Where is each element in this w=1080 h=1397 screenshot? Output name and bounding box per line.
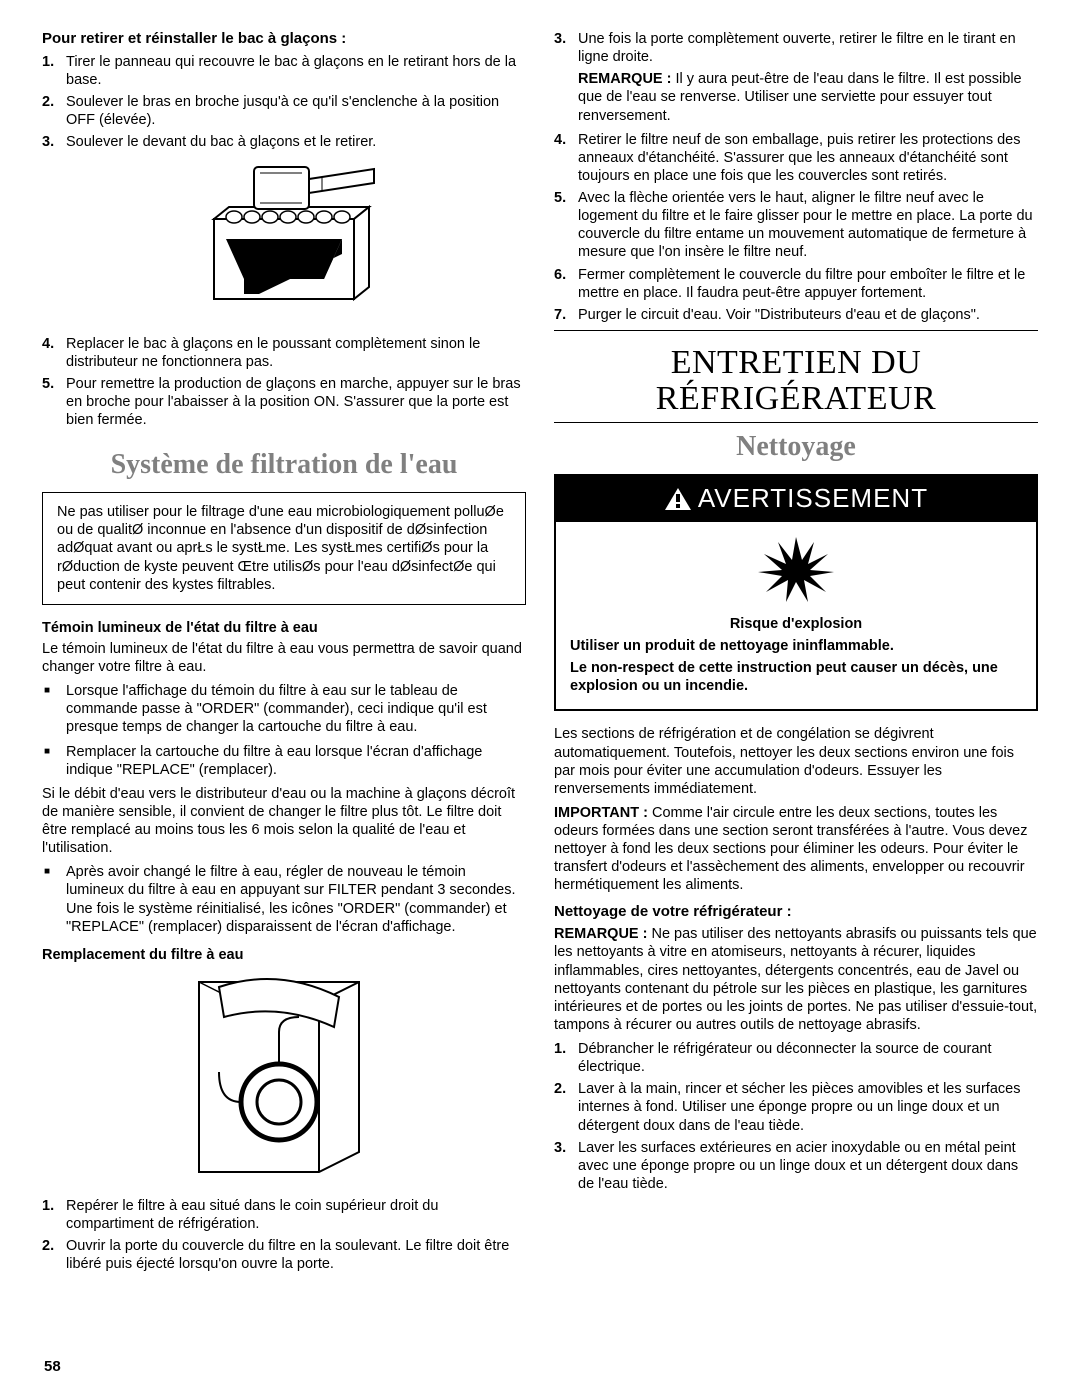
divider [554,330,1038,331]
step: Tirer le panneau qui recouvre le bac à g… [42,53,526,89]
bullet: Remplacer la cartouche du filtre à eau l… [42,743,526,779]
steps-nettoyage: Débrancher le réfrigérateur ou déconnect… [554,1040,1038,1193]
para-temoin: Le témoin lumineux de l'état du filtre à… [42,640,526,676]
steps-retirer-a: Tirer le panneau qui recouvre le bac à g… [42,53,526,152]
step: Ouvrir la porte du couvercle du filtre e… [42,1237,526,1273]
step: Repérer le filtre à eau situé dans le co… [42,1197,526,1233]
divider [554,422,1038,423]
big-title: ENTRETIEN DURÉFRIGÉRATEUR [554,345,1038,416]
steps-replace-a: Repérer le filtre à eau situé dans le co… [42,1197,526,1274]
explosion-icon [756,532,836,602]
heading-nettoyage: Nettoyage de votre réfrigérateur : [554,903,1038,922]
warning-line2: Le non-respect de cette instruction peut… [570,659,1022,695]
step: Soulever le devant du bac à glaçons et l… [42,133,526,151]
step: Débrancher le réfrigérateur ou déconnect… [554,1040,1038,1076]
figure-filter [42,972,526,1187]
step: Une fois la porte complètement ouverte, … [554,30,1038,66]
figure-ice-bin [42,159,526,324]
warning-body: Risque d'explosion Utiliser un produit d… [556,522,1036,710]
para-debit: Si le débit d'eau vers le distributeur d… [42,785,526,858]
step: Laver à la main, rincer et sécher les pi… [554,1080,1038,1134]
section-nettoyage: Nettoyage [554,429,1038,464]
bullets-temoin: Lorsque l'affichage du témoin du filtre … [42,682,526,779]
warning-risk: Risque d'explosion [570,615,1022,633]
heading-remplace: Remplacement du filtre à eau [42,946,526,964]
remark-abrasifs: REMARQUE : Ne pas utiliser des nettoyant… [554,925,1038,1034]
step: Purger le circuit d'eau. Voir "Distribut… [554,306,1038,324]
remark-spill: REMARQUE : Il y aura peut-être de l'eau … [554,70,1038,124]
step: Pour remettre la production de glaçons e… [42,375,526,429]
warning-bar: AVERTISSEMENT [556,476,1036,522]
step: Retirer le filtre neuf de son emballage,… [554,131,1038,185]
steps-retirer-b: Replacer le bac à glaçons en le poussant… [42,335,526,430]
section-filtration: Système de filtration de l'eau [42,447,526,482]
notice-box: Ne pas utiliser pour le filtrage d'une e… [42,492,526,605]
heading-retirer: Pour retirer et réinstaller le bac à gla… [42,30,526,49]
page-number: 58 [44,1358,61,1377]
step: Replacer le bac à glaçons en le poussant… [42,335,526,371]
step: Fermer complètement le couvercle du filt… [554,266,1038,302]
warning-line1: Utiliser un produit de nettoyage ininfla… [570,637,1022,655]
step: Soulever le bras en broche jusqu'à ce qu… [42,93,526,129]
bullets-reset: Après avoir changé le filtre à eau, régl… [42,863,526,936]
bullet: Lorsque l'affichage du témoin du filtre … [42,682,526,736]
para-important: IMPORTANT : Comme l'air circule entre le… [554,804,1038,895]
steps-replace-c: Retirer le filtre neuf de son emballage,… [554,131,1038,324]
warning-label: AVERTISSEMENT [698,482,928,515]
warning-box: AVERTISSEMENT Risque d'explosion Utilise… [554,474,1038,711]
para-degivrent: Les sections de réfrigération et de cong… [554,725,1038,798]
step: Laver les surfaces extérieures en acier … [554,1139,1038,1193]
step: Avec la flèche orientée vers le haut, al… [554,189,1038,262]
bullet: Après avoir changé le filtre à eau, régl… [42,863,526,936]
warning-triangle-icon [664,487,692,511]
steps-replace-b: Une fois la porte complètement ouverte, … [554,30,1038,66]
heading-temoin: Témoin lumineux de l'état du filtre à ea… [42,619,526,637]
